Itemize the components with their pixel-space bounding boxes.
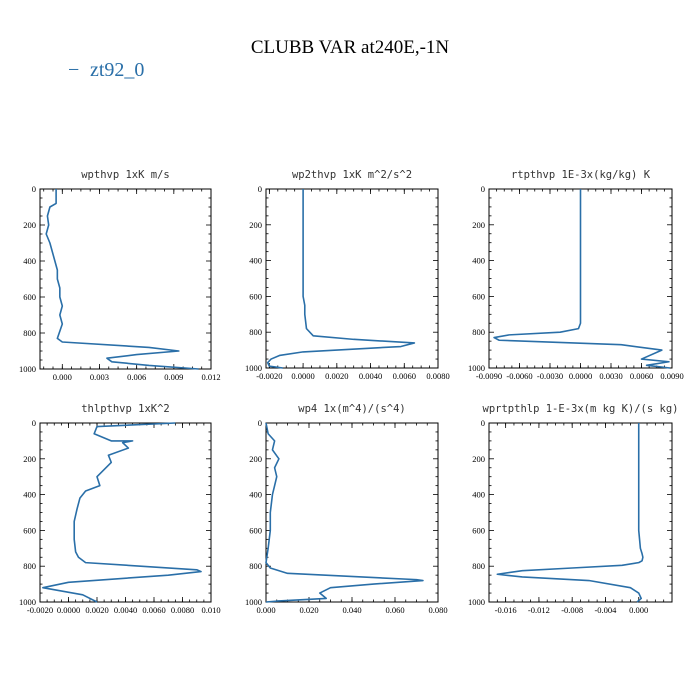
x-tick-label: 0.006 bbox=[127, 372, 146, 382]
x-tick-label: 0.0000 bbox=[291, 371, 314, 381]
panel-wpthvp: wpthvp 1xK m/s 0 200 400 600 800 1000 0.000 0.00… bbox=[19, 169, 221, 382]
x-tick-label: 0.0060 bbox=[142, 605, 165, 615]
x-tick-label: -0.016 bbox=[495, 605, 517, 615]
legend-symbol: − bbox=[68, 59, 79, 81]
y-tick-label: 0 bbox=[258, 418, 262, 428]
x-tick-label: 0.0000 bbox=[57, 605, 80, 615]
panel-wprtpthlp: wprtpthlp 1-E-3x(m kg K)/(s kg) 0 200 400 60… bbox=[468, 403, 678, 615]
x-tick-label: 0.0030 bbox=[599, 371, 622, 381]
y-tick-label: 200 bbox=[472, 454, 485, 464]
x-tick-label: 0.000 bbox=[629, 605, 648, 615]
panel-title: thlpthvp 1xK^2 bbox=[81, 403, 170, 415]
x-tick-label: -0.0060 bbox=[506, 371, 532, 381]
y-tick-label: 200 bbox=[23, 220, 36, 230]
x-tick-label: 0.0020 bbox=[85, 605, 108, 615]
y-tick-label: 0 bbox=[32, 184, 36, 194]
y-tick-label: 800 bbox=[249, 327, 262, 337]
x-tick-label: -0.0090 bbox=[476, 371, 502, 381]
series-line-zt92_0 bbox=[496, 423, 644, 603]
panel-title: wp4 1x(m^4)/(s^4) bbox=[298, 403, 405, 415]
x-tick-label: 0.0090 bbox=[660, 371, 683, 381]
y-tick-label: 400 bbox=[249, 490, 262, 500]
x-tick-label: 0.009 bbox=[164, 372, 183, 382]
x-tick-label: -0.012 bbox=[528, 605, 550, 615]
y-tick-label: 800 bbox=[249, 561, 262, 571]
x-tick-label: -0.0020 bbox=[27, 605, 53, 615]
panel-title: rtpthvp 1E-3x(kg/kg) K bbox=[511, 169, 651, 181]
y-tick-label: 0 bbox=[481, 184, 485, 194]
x-tick-label: -0.0020 bbox=[256, 371, 282, 381]
panel-wp2thvp: wp2thvp 1xK m^2/s^2 0 200 400 600 800 1000-0.0… bbox=[245, 169, 450, 381]
y-tick-label: 200 bbox=[249, 454, 262, 464]
x-tick-label: 0.0080 bbox=[171, 605, 194, 615]
y-tick-label: 1000 bbox=[245, 597, 262, 607]
y-tick-label: 1000 bbox=[468, 597, 485, 607]
y-tick-label: 400 bbox=[249, 256, 262, 266]
x-tick-label: 0.020 bbox=[299, 605, 318, 615]
x-tick-label: -0.004 bbox=[594, 605, 617, 615]
y-tick-label: 800 bbox=[23, 328, 36, 338]
x-tick-label: 0.0040 bbox=[359, 371, 382, 381]
series-line-zt92_0 bbox=[42, 422, 202, 603]
x-tick-label: 0.003 bbox=[90, 372, 109, 382]
x-tick-label: 0.000 bbox=[53, 372, 72, 382]
y-tick-label: 200 bbox=[472, 220, 485, 230]
y-tick-label: 1000 bbox=[245, 363, 262, 373]
y-tick-label: 0 bbox=[481, 418, 485, 428]
y-tick-label: 400 bbox=[472, 490, 485, 500]
y-tick-label: 800 bbox=[472, 327, 485, 337]
y-tick-label: 200 bbox=[249, 220, 262, 230]
series-line-zt92_0 bbox=[45, 189, 199, 370]
y-tick-label: 400 bbox=[23, 490, 36, 500]
x-tick-label: 0.0060 bbox=[630, 371, 653, 381]
panel-thlpthvp: thlpthvp 1xK^2 0 200 400 600 800 1000-0.0020 0.… bbox=[19, 403, 221, 615]
y-tick-label: 1000 bbox=[19, 364, 36, 374]
x-tick-label: 0.080 bbox=[428, 605, 447, 615]
y-tick-label: 0 bbox=[32, 418, 36, 428]
y-tick-label: 0 bbox=[258, 184, 262, 194]
y-tick-label: 800 bbox=[472, 561, 485, 571]
y-tick-label: 400 bbox=[23, 256, 36, 266]
panel-title: wpthvp 1xK m/s bbox=[81, 169, 170, 181]
x-tick-label: 0.012 bbox=[201, 372, 220, 382]
series-line-zt92_0 bbox=[266, 189, 416, 369]
y-tick-label: 200 bbox=[23, 454, 36, 464]
y-tick-label: 600 bbox=[249, 291, 262, 301]
y-tick-label: 600 bbox=[472, 525, 485, 535]
panel-rtpthvp: rtpthvp 1E-3x(kg/kg) K02004006008001000-… bbox=[468, 169, 684, 381]
series-line-zt92_0 bbox=[493, 189, 671, 369]
panel-title: wprtpthlp 1-E-3x(m kg K)/(s kg) bbox=[483, 403, 679, 415]
x-tick-label: -0.0030 bbox=[537, 371, 563, 381]
y-tick-label: 600 bbox=[472, 291, 485, 301]
legend-label: zt92_0 bbox=[90, 59, 144, 81]
x-tick-label: 0.0000 bbox=[569, 371, 592, 381]
x-tick-label: 0.0060 bbox=[393, 371, 416, 381]
y-tick-label: 1000 bbox=[19, 597, 36, 607]
x-tick-label: 0.000 bbox=[256, 605, 275, 615]
x-tick-label: 0.0040 bbox=[114, 605, 137, 615]
x-tick-label: 0.040 bbox=[342, 605, 361, 615]
x-tick-label: 0.0080 bbox=[426, 371, 449, 381]
y-tick-label: 1000 bbox=[468, 363, 485, 373]
y-tick-label: 600 bbox=[249, 525, 262, 535]
x-tick-label: 0.0020 bbox=[325, 371, 348, 381]
y-tick-label: 600 bbox=[23, 525, 36, 535]
series-line-zt92_0 bbox=[265, 422, 424, 603]
y-tick-label: 800 bbox=[23, 561, 36, 571]
chart-title: CLUBB VAR at240E,-1N bbox=[251, 37, 450, 58]
legend: − zt92_0 bbox=[68, 59, 144, 81]
x-tick-label: -0.008 bbox=[561, 605, 583, 615]
panel-title: wp2thvp 1xK m^2/s^2 bbox=[292, 169, 412, 181]
x-tick-label: 0.010 bbox=[201, 605, 220, 615]
x-tick-label: 0.060 bbox=[385, 605, 404, 615]
y-tick-label: 400 bbox=[472, 256, 485, 266]
y-tick-label: 600 bbox=[23, 292, 36, 302]
